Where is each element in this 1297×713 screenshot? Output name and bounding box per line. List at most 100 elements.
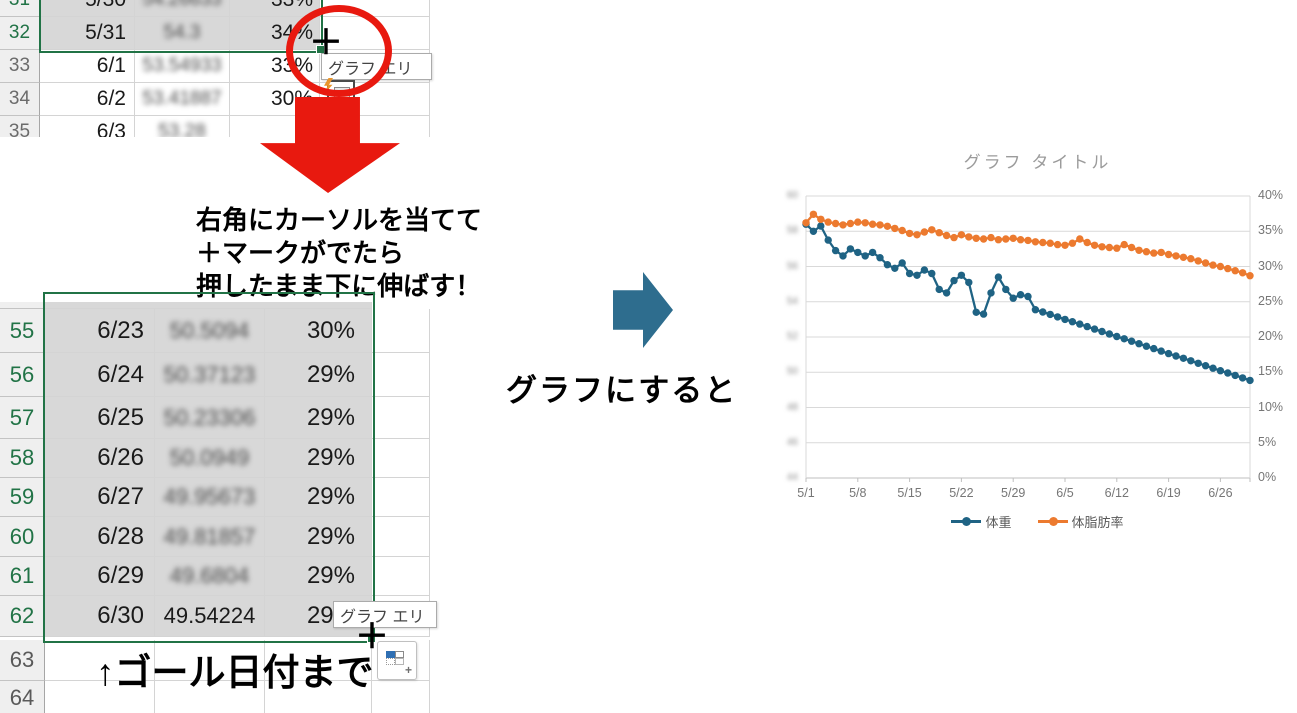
row-header[interactable]: 31 <box>0 0 40 17</box>
data-point[interactable] <box>1009 294 1017 302</box>
table-cell-value[interactable]: 49.81857 <box>155 517 265 557</box>
data-point[interactable] <box>1194 359 1202 367</box>
data-point[interactable] <box>1172 252 1180 260</box>
data-point[interactable] <box>861 219 869 227</box>
data-point[interactable] <box>861 252 869 260</box>
data-point[interactable] <box>1061 241 1069 249</box>
data-point[interactable] <box>1113 244 1121 252</box>
row-header[interactable]: 63 <box>0 640 45 681</box>
table-cell-date[interactable]: 6/23 <box>45 309 155 353</box>
data-point[interactable] <box>942 231 951 240</box>
data-point[interactable] <box>1194 257 1202 265</box>
table-cell-pct[interactable]: 30% <box>265 309 372 353</box>
data-point[interactable] <box>905 269 914 278</box>
data-point[interactable] <box>1216 367 1225 375</box>
table-cell-date[interactable]: 5/30 <box>40 0 135 17</box>
data-point[interactable] <box>1002 285 1010 294</box>
table-cell-date[interactable]: 6/24 <box>45 353 155 397</box>
data-point[interactable] <box>965 233 973 241</box>
data-point[interactable] <box>1098 243 1106 251</box>
row-header[interactable]: 55 <box>0 309 45 353</box>
data-point[interactable] <box>1246 376 1254 385</box>
data-point[interactable] <box>950 233 958 242</box>
data-point[interactable] <box>1142 248 1151 256</box>
table-cell-value[interactable]: 50.5094 <box>155 309 265 353</box>
data-point[interactable] <box>1127 243 1136 252</box>
row-header[interactable]: 57 <box>0 397 45 439</box>
row-header[interactable]: 35 <box>0 116 40 137</box>
table-cell-empty[interactable] <box>372 439 430 478</box>
data-point[interactable] <box>883 261 892 269</box>
data-point[interactable] <box>817 222 825 230</box>
data-point[interactable] <box>876 254 884 262</box>
data-point[interactable] <box>1157 248 1165 257</box>
data-point[interactable] <box>1164 349 1173 358</box>
data-point[interactable] <box>1039 238 1047 247</box>
table-cell-value[interactable]: 49.95673 <box>155 478 265 517</box>
table-cell-date[interactable]: 6/28 <box>45 517 155 557</box>
data-point[interactable] <box>1024 236 1032 245</box>
data-point[interactable] <box>1216 262 1225 271</box>
data-point[interactable] <box>1083 322 1091 331</box>
table-cell-date[interactable]: 5/31 <box>40 17 135 50</box>
chart-area[interactable]: グラフ タイトル 体重 体脂肪率 40% 60 35% 58 30% 56 25% 54 20% 5… <box>778 138 1297 558</box>
data-point[interactable] <box>1105 330 1114 338</box>
data-point[interactable] <box>868 220 877 228</box>
data-point[interactable] <box>1068 239 1077 247</box>
data-point[interactable] <box>1157 347 1165 355</box>
data-point[interactable] <box>1150 249 1158 257</box>
table-cell-value[interactable]: 50.0949 <box>155 439 265 478</box>
table-cell-empty[interactable] <box>372 309 430 353</box>
legend-item-体重[interactable]: 体重 <box>951 512 1012 531</box>
data-point[interactable] <box>1127 337 1136 345</box>
table-cell-empty[interactable] <box>265 640 372 681</box>
data-point[interactable] <box>817 215 825 223</box>
data-point[interactable] <box>1090 325 1099 333</box>
quick-analysis-button[interactable]: + <box>377 641 417 680</box>
data-point[interactable] <box>1031 238 1040 246</box>
data-point[interactable] <box>802 219 810 227</box>
data-point[interactable] <box>935 285 943 294</box>
table-cell-date[interactable]: 6/3 <box>40 116 135 137</box>
data-point[interactable] <box>876 221 884 229</box>
table-cell-date[interactable]: 6/1 <box>40 50 135 83</box>
data-point[interactable] <box>1016 236 1025 244</box>
data-point[interactable] <box>1231 267 1239 275</box>
data-point[interactable] <box>1246 272 1254 280</box>
data-point[interactable] <box>824 218 832 226</box>
data-point[interactable] <box>957 271 966 279</box>
data-point[interactable] <box>1179 253 1188 261</box>
data-point[interactable] <box>839 221 847 229</box>
data-point[interactable] <box>831 219 840 228</box>
data-point[interactable] <box>1164 250 1173 259</box>
row-header[interactable] <box>0 302 45 309</box>
table-cell-empty[interactable] <box>155 640 265 681</box>
data-point[interactable] <box>1016 291 1025 299</box>
table-cell-date[interactable]: 6/30 <box>45 596 155 637</box>
fill-handle-bottom[interactable] <box>367 634 376 643</box>
data-point[interactable] <box>1201 259 1210 267</box>
data-point[interactable] <box>809 227 818 235</box>
table-cell-date[interactable]: 6/26 <box>45 439 155 478</box>
data-point[interactable] <box>891 264 899 272</box>
data-point[interactable] <box>1046 310 1054 319</box>
data-point[interactable] <box>1090 241 1099 249</box>
data-point[interactable] <box>1238 374 1247 382</box>
data-point[interactable] <box>1135 340 1143 348</box>
data-point[interactable] <box>1053 313 1062 321</box>
data-point[interactable] <box>1231 371 1239 380</box>
data-point[interactable] <box>1002 235 1010 243</box>
table-cell-value[interactable]: 54.26633 <box>135 0 230 17</box>
table-cell-date[interactable]: 6/27 <box>45 478 155 517</box>
legend-item-体脂肪率[interactable]: 体脂肪率 <box>1037 512 1124 531</box>
data-point[interactable] <box>1201 362 1210 370</box>
data-point[interactable] <box>1105 243 1114 252</box>
data-point[interactable] <box>1209 364 1217 372</box>
data-point[interactable] <box>831 246 840 255</box>
data-point[interactable] <box>994 236 1003 244</box>
data-point[interactable] <box>1046 239 1054 247</box>
data-point[interactable] <box>1076 235 1084 243</box>
data-point[interactable] <box>824 236 832 244</box>
table-cell-empty[interactable] <box>372 557 430 596</box>
data-point[interactable] <box>1039 308 1047 316</box>
